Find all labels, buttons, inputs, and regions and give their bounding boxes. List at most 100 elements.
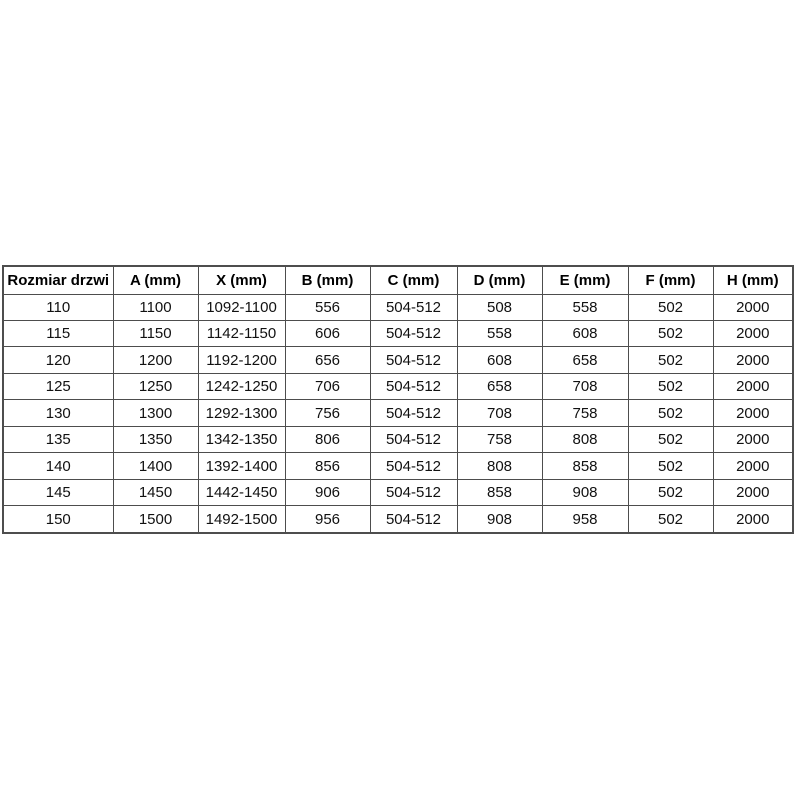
- table-cell: 808: [541, 425, 629, 454]
- table-row: 120 1200 1192-1200 656 504-512 608 658 502 2000: [2, 346, 794, 374]
- table-cell: 502: [627, 372, 714, 401]
- table-cell: 140: [2, 452, 114, 480]
- table-cell: 2000: [712, 425, 794, 454]
- table-cell: 504-512: [369, 372, 458, 401]
- table-cell: 2000: [712, 293, 794, 321]
- table-cell: 145: [2, 478, 114, 507]
- table-cell: 504-512: [369, 425, 458, 454]
- table-cell: 502: [627, 399, 714, 427]
- table-cell: 1342-1350: [197, 425, 286, 454]
- table-row: 145 1450 1442-1450 906 504-512 858 908 502 2000: [2, 478, 794, 507]
- table-cell: 858: [456, 478, 543, 507]
- table-cell: 1242-1250: [197, 372, 286, 401]
- table-cell: 2000: [712, 452, 794, 480]
- table-cell: 1300: [112, 399, 199, 427]
- header-row: Rozmiar drzwi A (mm) X (mm) B (mm) C (mm) D (…: [2, 265, 794, 295]
- table-cell: 1092-1100: [197, 293, 286, 321]
- table-cell: 908: [456, 505, 543, 534]
- table-cell: 1392-1400: [197, 452, 286, 480]
- table-cell: 1250: [112, 372, 199, 401]
- column-header-7: F (mm): [627, 265, 714, 295]
- table-cell: 504-512: [369, 293, 458, 321]
- table-cell: 708: [541, 372, 629, 401]
- table-cell: 502: [627, 319, 714, 348]
- table-cell: 2000: [712, 319, 794, 348]
- table-cell: 756: [284, 399, 371, 427]
- table-cell: 806: [284, 425, 371, 454]
- column-header-0: Rozmiar drzwi: [2, 265, 114, 295]
- table-cell: 958: [541, 505, 629, 534]
- table-cell: 504-512: [369, 346, 458, 374]
- table-cell: 1200: [112, 346, 199, 374]
- table-row: 140 1400 1392-1400 856 504-512 808 858 502 2000: [2, 452, 794, 480]
- column-header-1: A (mm): [112, 265, 199, 295]
- table-cell: 1150: [112, 319, 199, 348]
- table-cell: 608: [456, 346, 543, 374]
- table-cell: 504-512: [369, 452, 458, 480]
- table-cell: 502: [627, 452, 714, 480]
- column-header-8: H (mm): [712, 265, 794, 295]
- table-row: 110 1100 1092-1100 556 504-512 508 558 502 2000: [2, 293, 794, 321]
- table-cell: 2000: [712, 478, 794, 507]
- table-cell: 502: [627, 293, 714, 321]
- column-header-6: E (mm): [541, 265, 629, 295]
- table-cell: 135: [2, 425, 114, 454]
- door-size-table: Rozmiar drzwi A (mm) X (mm) B (mm) C (mm) D (…: [2, 265, 794, 534]
- table-cell: 1442-1450: [197, 478, 286, 507]
- table-cell: 504-512: [369, 319, 458, 348]
- table-cell: 656: [284, 346, 371, 374]
- table-cell: 706: [284, 372, 371, 401]
- column-header-4: C (mm): [369, 265, 458, 295]
- table-cell: 150: [2, 505, 114, 534]
- table-cell: 2000: [712, 372, 794, 401]
- table-row: 115 1150 1142-1150 606 504-512 558 608 502 2000: [2, 319, 794, 348]
- table-cell: 906: [284, 478, 371, 507]
- table-cell: 858: [541, 452, 629, 480]
- table-cell: 125: [2, 372, 114, 401]
- table-cell: 1192-1200: [197, 346, 286, 374]
- table-cell: 606: [284, 319, 371, 348]
- table-cell: 558: [456, 319, 543, 348]
- table-cell: 1142-1150: [197, 319, 286, 348]
- table-cell: 1100: [112, 293, 199, 321]
- table-cell: 1350: [112, 425, 199, 454]
- table-cell: 908: [541, 478, 629, 507]
- table-row: 135 1350 1342-1350 806 504-512 758 808 502 2000: [2, 425, 794, 454]
- table-cell: 1450: [112, 478, 199, 507]
- table-cell: 110: [2, 293, 114, 321]
- table-cell: 558: [541, 293, 629, 321]
- table-cell: 1492-1500: [197, 505, 286, 534]
- column-header-5: D (mm): [456, 265, 543, 295]
- table-cell: 808: [456, 452, 543, 480]
- table-cell: 758: [541, 399, 629, 427]
- table-cell: 856: [284, 452, 371, 480]
- table-cell: 130: [2, 399, 114, 427]
- table-row: 125 1250 1242-1250 706 504-512 658 708 502 2000: [2, 372, 794, 401]
- table-cell: 2000: [712, 505, 794, 534]
- table-cell: 504-512: [369, 399, 458, 427]
- table-body: 110 1100 1092-1100 556 504-512 508 558 502 2000 1…: [2, 293, 794, 534]
- table-cell: 504-512: [369, 478, 458, 507]
- table-cell: 115: [2, 319, 114, 348]
- table-cell: 502: [627, 478, 714, 507]
- table-cell: 608: [541, 319, 629, 348]
- table-cell: 1292-1300: [197, 399, 286, 427]
- table-cell: 1400: [112, 452, 199, 480]
- table-row: 130 1300 1292-1300 756 504-512 708 758 502 2000: [2, 399, 794, 427]
- table-cell: 956: [284, 505, 371, 534]
- column-header-2: X (mm): [197, 265, 286, 295]
- column-header-3: B (mm): [284, 265, 371, 295]
- table-cell: 708: [456, 399, 543, 427]
- table-cell: 1500: [112, 505, 199, 534]
- table-cell: 658: [456, 372, 543, 401]
- table-cell: 556: [284, 293, 371, 321]
- table-cell: 502: [627, 346, 714, 374]
- table-cell: 120: [2, 346, 114, 374]
- table-cell: 502: [627, 505, 714, 534]
- table-cell: 2000: [712, 399, 794, 427]
- table-cell: 658: [541, 346, 629, 374]
- table-cell: 2000: [712, 346, 794, 374]
- table-cell: 758: [456, 425, 543, 454]
- table-cell: 504-512: [369, 505, 458, 534]
